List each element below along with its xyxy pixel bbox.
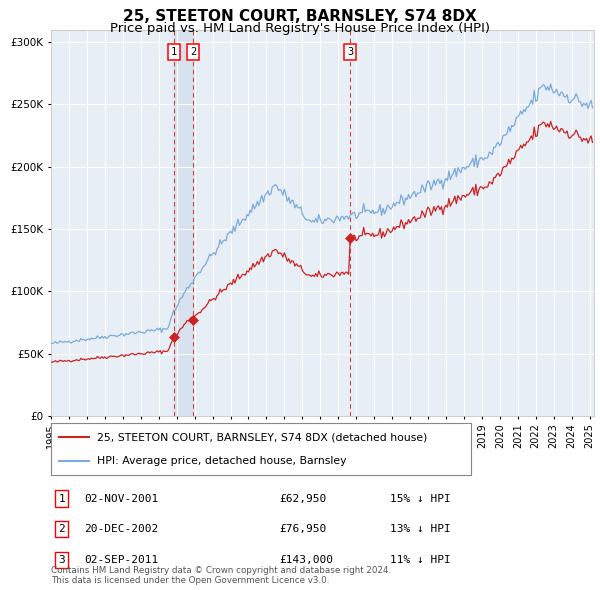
Text: 3: 3 <box>58 555 65 565</box>
Text: 1: 1 <box>58 494 65 503</box>
Text: Price paid vs. HM Land Registry's House Price Index (HPI): Price paid vs. HM Land Registry's House … <box>110 22 490 35</box>
Text: 20-DEC-2002: 20-DEC-2002 <box>84 525 158 534</box>
Text: HPI: Average price, detached house, Barnsley: HPI: Average price, detached house, Barn… <box>97 456 347 466</box>
Text: 15% ↓ HPI: 15% ↓ HPI <box>390 494 451 503</box>
Text: 2: 2 <box>58 525 65 534</box>
Text: Contains HM Land Registry data © Crown copyright and database right 2024.
This d: Contains HM Land Registry data © Crown c… <box>51 566 391 585</box>
Text: 13% ↓ HPI: 13% ↓ HPI <box>390 525 451 534</box>
Bar <box>173 30 193 416</box>
Text: 2: 2 <box>190 47 196 57</box>
Text: 3: 3 <box>347 47 353 57</box>
Text: £62,950: £62,950 <box>279 494 326 503</box>
Text: 02-NOV-2001: 02-NOV-2001 <box>84 494 158 503</box>
Text: 25, STEETON COURT, BARNSLEY, S74 8DX (detached house): 25, STEETON COURT, BARNSLEY, S74 8DX (de… <box>97 432 428 442</box>
Text: 25, STEETON COURT, BARNSLEY, S74 8DX: 25, STEETON COURT, BARNSLEY, S74 8DX <box>123 9 477 24</box>
Text: £76,950: £76,950 <box>279 525 326 534</box>
Text: 02-SEP-2011: 02-SEP-2011 <box>84 555 158 565</box>
Text: £143,000: £143,000 <box>279 555 333 565</box>
Text: 11% ↓ HPI: 11% ↓ HPI <box>390 555 451 565</box>
Text: 1: 1 <box>170 47 177 57</box>
